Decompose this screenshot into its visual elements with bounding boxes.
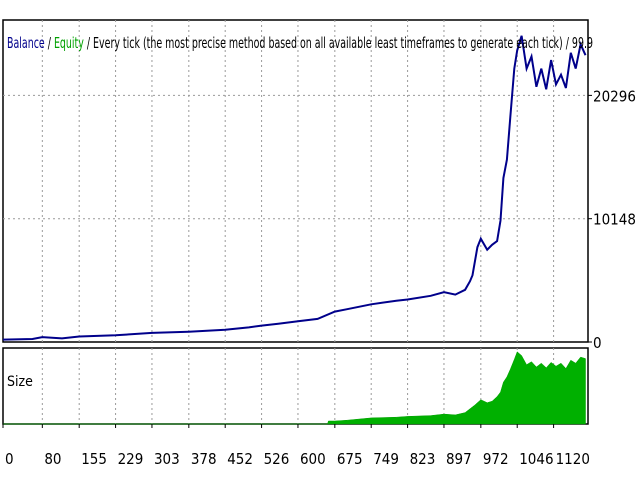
main-grid	[3, 20, 588, 342]
x-tick-label: 452	[227, 450, 253, 468]
x-tick-label: 303	[154, 450, 180, 468]
chart-header: Balance / Equity / Every tick (the most …	[7, 34, 593, 52]
legend-equity: Equity	[54, 34, 84, 52]
x-tick-label: 1120	[556, 450, 590, 468]
size-panel-label: Size	[7, 374, 33, 390]
y-axis: 20296 10148 0	[588, 87, 636, 352]
x-tick-label: 823	[410, 450, 436, 468]
x-axis: 0 80 155 229 303 378 452 526 600 675 749 823 897 972 1…	[2, 424, 590, 468]
x-tick-label: 0	[5, 450, 14, 468]
x-tick-label: 155	[81, 450, 107, 468]
header-description: / Every tick (the most precise method ba…	[84, 34, 593, 52]
y-tick-label: 20296	[593, 87, 636, 105]
x-tick-label: 378	[191, 450, 217, 468]
size-area	[3, 351, 586, 425]
x-tick-label: 1046	[519, 450, 553, 468]
x-tick-label: 897	[446, 450, 472, 468]
x-tick-label: 972	[483, 450, 509, 468]
x-tick-label: 526	[264, 450, 290, 468]
main-panel-frame	[2, 19, 589, 343]
legend-balance: Balance	[7, 34, 45, 52]
x-tick-label: 600	[300, 450, 326, 468]
legend-separator: /	[45, 34, 54, 52]
y-tick-label: 0	[593, 334, 602, 352]
x-tick-label: 229	[118, 450, 144, 468]
x-tick-label: 80	[44, 450, 61, 468]
x-tick-label: 749	[373, 450, 399, 468]
x-tick-label: 675	[337, 450, 363, 468]
balance-line	[2, 35, 587, 341]
y-tick-label: 10148	[593, 211, 636, 229]
